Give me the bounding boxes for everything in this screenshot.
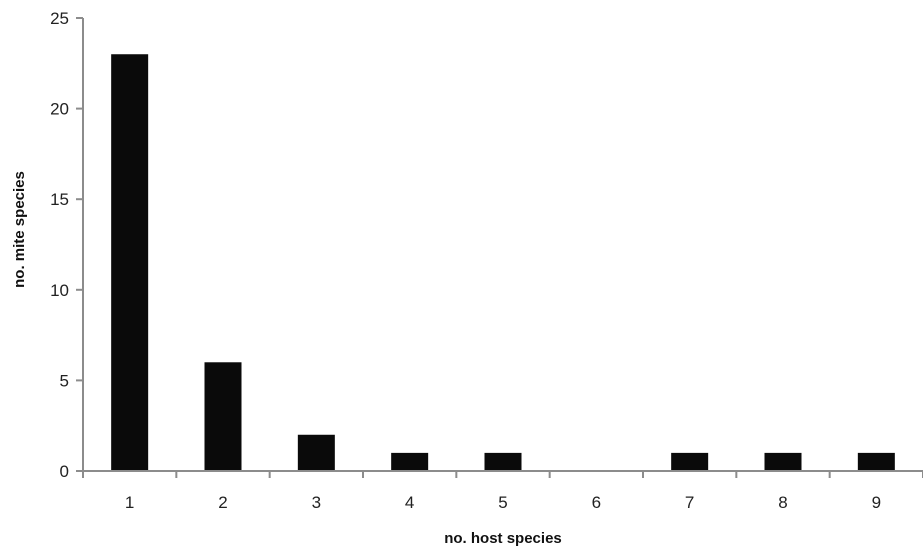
bar [671,452,709,471]
bar [484,452,522,471]
y-tick-label: 15 [50,190,69,209]
x-tick-label: 7 [685,493,694,512]
bar [297,434,335,471]
y-tick-label: 20 [50,100,69,119]
x-tick-label: 1 [125,493,134,512]
bar [391,452,429,471]
y-tick-label: 25 [50,9,69,28]
bar [204,362,242,471]
x-tick-label: 6 [592,493,601,512]
y-tick-label: 10 [50,281,69,300]
bar [857,452,895,471]
y-axis-ticks: 0 5 10 15 20 25 [50,9,83,481]
x-tick-label: 5 [498,493,507,512]
x-tick-label: 9 [872,493,881,512]
x-axis-title: no. host species [444,530,562,547]
x-tick-label: 4 [405,493,414,512]
bar [111,54,149,472]
y-tick-label: 0 [60,462,69,481]
x-tick-label: 3 [312,493,321,512]
y-tick-label: 5 [60,371,69,390]
bars [111,54,895,472]
x-axis-ticks: 1 2 3 4 5 6 7 8 9 [82,471,923,512]
x-tick-label: 2 [218,493,227,512]
bar [764,452,802,471]
x-tick-label: 8 [778,493,787,512]
y-axis-title: no. mite species [11,171,28,288]
